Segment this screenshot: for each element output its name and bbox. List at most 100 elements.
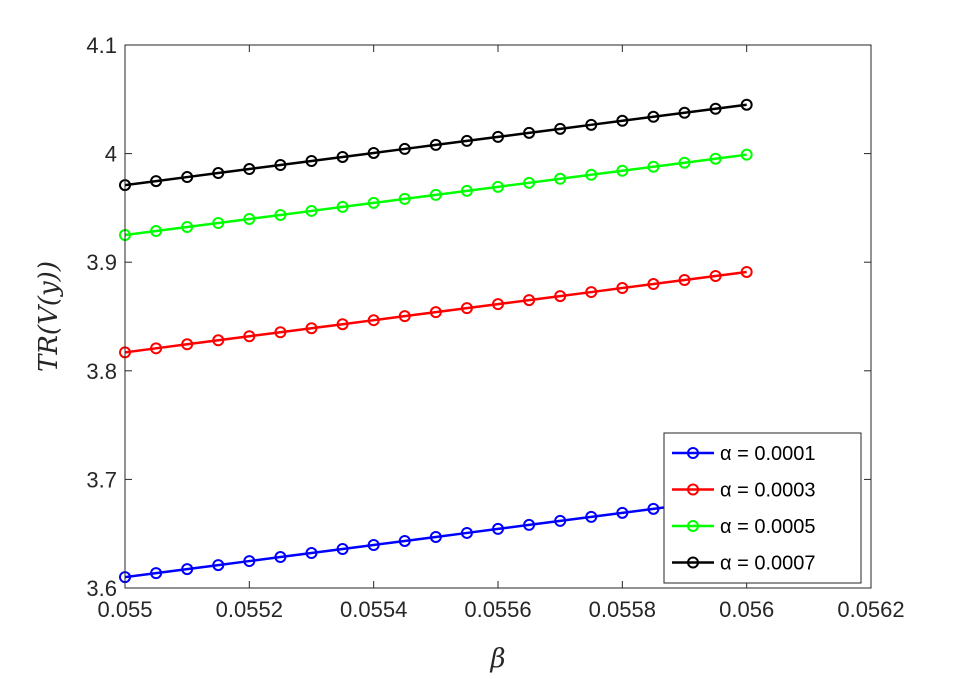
data-point	[181, 171, 194, 184]
y-tick-label: 3.8	[86, 359, 117, 384]
legend-item: α = 0.0005	[672, 516, 816, 538]
series-layer	[119, 98, 753, 584]
data-point	[523, 518, 536, 531]
y-tick-label: 3.7	[86, 467, 117, 492]
series-3	[119, 148, 753, 242]
series-line	[124, 270, 747, 354]
data-point	[554, 514, 567, 527]
data-point	[740, 265, 753, 278]
data-point	[616, 164, 629, 177]
series-1	[119, 490, 753, 584]
data-point	[585, 118, 598, 131]
legend-label: α = 0.0001	[720, 443, 816, 465]
data-point	[740, 148, 753, 161]
data-point	[181, 221, 194, 234]
y-axis-ticks: 3.6 3.7 3.8 3.9 4 4.1	[86, 33, 871, 601]
data-point	[150, 225, 163, 238]
y-tick-label: 4.1	[86, 33, 117, 58]
data-point	[274, 326, 287, 339]
data-point	[243, 555, 256, 568]
x-tick-label: 0.0558	[589, 597, 656, 622]
data-point	[305, 322, 318, 335]
data-point	[523, 126, 536, 139]
data-point	[150, 175, 163, 188]
x-tick-label: 0.0556	[464, 597, 531, 622]
data-point	[647, 110, 660, 123]
data-point	[585, 168, 598, 181]
data-point	[212, 334, 225, 347]
data-point	[492, 298, 504, 311]
data-point	[709, 152, 722, 165]
data-point	[150, 567, 163, 580]
data-point	[647, 502, 660, 515]
data-point	[460, 184, 473, 197]
data-point	[181, 338, 194, 351]
x-tick-label: 0.0554	[340, 597, 407, 622]
data-point	[678, 274, 691, 287]
data-point	[429, 188, 442, 201]
data-point	[367, 314, 380, 327]
legend-marker	[687, 447, 699, 459]
series-line	[124, 153, 747, 237]
data-point	[647, 278, 660, 291]
x-axis-label: β	[489, 644, 505, 674]
data-point	[554, 122, 567, 135]
x-tick-label: 0.056	[719, 597, 774, 622]
data-point	[616, 114, 629, 127]
data-point	[616, 282, 629, 295]
data-point	[181, 563, 194, 576]
y-tick-label: 3.6	[86, 576, 117, 601]
x-axis-ticks: 0.055 0.0552 0.0554 0.0556 0.0558 0.056 0.0562	[97, 45, 905, 622]
legend-label: α = 0.0003	[720, 480, 816, 502]
series-line	[124, 103, 747, 187]
data-point	[336, 200, 349, 213]
data-point	[492, 130, 504, 143]
data-point	[212, 559, 225, 572]
legend-label: α = 0.0005	[720, 516, 816, 538]
data-point	[398, 534, 411, 547]
data-point	[336, 543, 349, 556]
data-point	[492, 522, 504, 535]
data-point	[212, 167, 225, 180]
data-point	[523, 294, 536, 307]
data-point	[585, 510, 598, 523]
data-point	[740, 98, 753, 111]
data-point	[709, 102, 722, 115]
data-point	[585, 286, 598, 299]
data-point	[554, 290, 567, 303]
data-point	[274, 551, 287, 564]
legend-marker	[687, 483, 699, 496]
data-point	[305, 204, 318, 217]
legend-label: α = 0.0007	[720, 553, 816, 575]
data-point	[647, 160, 660, 173]
data-point	[460, 302, 473, 315]
data-point	[305, 547, 318, 560]
data-point	[150, 342, 163, 355]
data-point	[429, 306, 442, 319]
data-point	[367, 146, 380, 159]
data-point	[367, 196, 380, 209]
data-point	[243, 163, 256, 176]
series-2	[119, 265, 753, 359]
data-point	[274, 159, 287, 172]
data-point	[398, 192, 411, 205]
data-point	[678, 106, 691, 119]
y-tick-label: 4	[105, 142, 117, 167]
legend: α = 0.0001 α = 0.0003 α = 0.0005 α = 0.0007	[663, 432, 862, 584]
data-point	[398, 142, 411, 155]
legend-item: α = 0.0001	[672, 443, 816, 465]
data-point	[212, 216, 225, 229]
data-point	[398, 310, 411, 323]
data-point	[367, 538, 380, 551]
data-point	[492, 180, 504, 193]
data-point	[243, 330, 256, 343]
x-tick-label: 0.0552	[216, 597, 283, 622]
data-point	[243, 212, 256, 225]
data-point	[616, 506, 629, 519]
data-point	[523, 176, 536, 189]
data-point	[429, 138, 442, 151]
data-point	[336, 318, 349, 331]
legend-item: α = 0.0007	[672, 553, 816, 575]
x-tick-label: 0.055	[97, 597, 152, 622]
